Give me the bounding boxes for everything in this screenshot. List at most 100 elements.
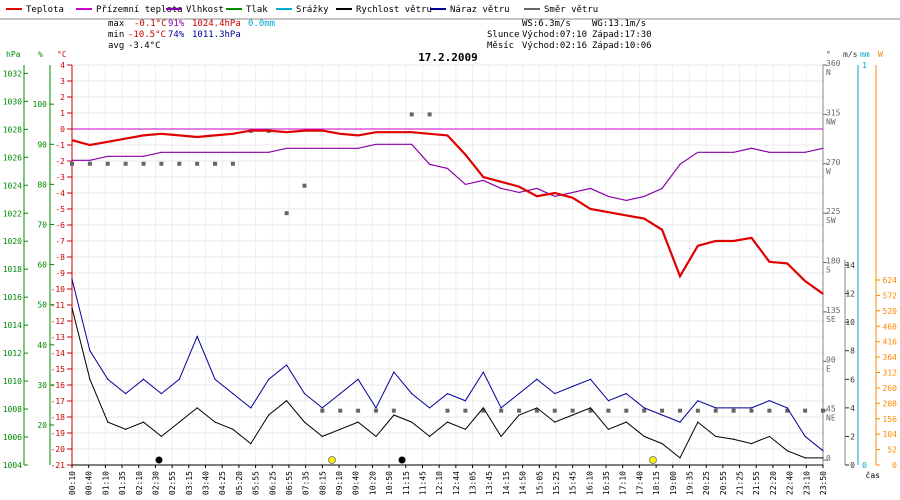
series-wind-speed-point-37 bbox=[732, 438, 735, 440]
series-temperature-point-4 bbox=[142, 134, 145, 136]
wind-speed-info: WS:6.3m/s bbox=[522, 19, 571, 29]
series-wind-gust-point-14 bbox=[321, 407, 323, 409]
series-wind-gust-point-12 bbox=[285, 364, 288, 366]
series-wind-gust-point-1 bbox=[89, 350, 91, 352]
series-wind-speed-point-1 bbox=[89, 378, 91, 380]
tick-x-38: 20:25 bbox=[702, 471, 711, 495]
series-humidity-point-22 bbox=[464, 183, 466, 185]
series-temperature-point-32 bbox=[643, 218, 645, 220]
tick-celsius-6: -2 bbox=[55, 157, 65, 166]
series-wind-gust-point-23 bbox=[482, 371, 484, 373]
wind-direction-mark-16 bbox=[356, 408, 361, 413]
x-axis: 00:10 00:40 01:10 01:35 02:10 02:30 02:55 03:15… bbox=[68, 464, 880, 495]
series-wind-gust-point-39 bbox=[768, 400, 770, 402]
series-humidity-point-1 bbox=[89, 159, 91, 161]
stat-rain: 0.0mm bbox=[248, 19, 275, 29]
tick-celsius-5: -1 bbox=[55, 141, 65, 150]
tick-dir-name-2: W bbox=[826, 167, 831, 176]
tick-celsius-2: 2 bbox=[60, 93, 65, 102]
stat-min-pressure: 1011.3hPa bbox=[192, 30, 241, 40]
tick-dir-name-7: NE bbox=[826, 414, 836, 423]
series-wind-speed-point-34 bbox=[679, 457, 681, 459]
wind-direction-mark-14 bbox=[320, 408, 325, 413]
wind-direction-mark-6 bbox=[177, 161, 182, 166]
series-temperature-point-6 bbox=[178, 134, 180, 136]
wind-direction-mark-31 bbox=[624, 408, 629, 413]
tick-x-14: 07:35 bbox=[302, 471, 311, 495]
series-temperature-point-29 bbox=[589, 208, 592, 210]
tick-hpa-14: 1032 bbox=[3, 69, 22, 78]
tick-rain-0: 1 bbox=[862, 61, 867, 70]
series-wind-gust-point-2 bbox=[107, 378, 109, 380]
wind-direction-mark-30 bbox=[606, 408, 611, 413]
tick-percent-7: 90 bbox=[37, 140, 47, 149]
series-wind-gust-point-25 bbox=[518, 392, 520, 395]
series-marks bbox=[70, 112, 825, 464]
series-temperature-point-21 bbox=[446, 134, 449, 136]
series-wind-gust-point-17 bbox=[375, 407, 377, 409]
sunrise: Východ:07:10 bbox=[522, 30, 587, 40]
series-temperature-point-9 bbox=[232, 133, 234, 135]
wind-direction-mark-42 bbox=[821, 408, 825, 413]
series-temperature-point-40 bbox=[786, 262, 788, 264]
moonset: Západ:10:06 bbox=[592, 41, 652, 51]
series-humidity-point-12 bbox=[285, 147, 288, 149]
legend-label-0: Teplota bbox=[26, 5, 64, 15]
series-wind-speed-group bbox=[71, 307, 824, 459]
series-temperature-point-42 bbox=[822, 293, 824, 295]
wind-direction-mark-5 bbox=[159, 161, 164, 166]
tick-hpa-4: 1012 bbox=[3, 349, 22, 358]
wind-direction-mark-17 bbox=[373, 408, 378, 413]
wind-direction-mark-38 bbox=[749, 408, 754, 413]
wind-direction-mark-2 bbox=[105, 161, 110, 166]
series-temperature-point-15 bbox=[339, 133, 341, 135]
axis-celsius-title: °C bbox=[57, 50, 67, 59]
stat-max-pressure: 1024.4hPa bbox=[192, 19, 241, 29]
tick-dir-deg-4: 180 bbox=[826, 257, 841, 266]
legend: Teplota Přízemní teplota Vlhkost Tlak Srážky… bbox=[0, 5, 900, 20]
series-wind-speed-point-22 bbox=[464, 428, 466, 430]
series-humidity-point-13 bbox=[303, 147, 306, 149]
svg-text:max: max bbox=[108, 19, 125, 29]
series-wind-gust-point-26 bbox=[536, 378, 538, 380]
wind-direction-mark-15 bbox=[338, 408, 343, 413]
series-temperature-point-3 bbox=[125, 138, 127, 140]
series-humidity-point-15 bbox=[339, 147, 341, 149]
tick-celsius-0: 4 bbox=[60, 61, 65, 70]
tick-dir-deg-5: 135 bbox=[826, 306, 841, 315]
tick-solar-10: 104 bbox=[883, 430, 898, 439]
tick-dir-deg-0: 360 bbox=[826, 59, 841, 68]
tick-percent-0: 20 bbox=[37, 421, 47, 430]
series-wind-speed-point-42 bbox=[822, 457, 824, 459]
tick-celsius-4: 0 bbox=[60, 125, 65, 134]
axis-percent-title: % bbox=[38, 50, 43, 59]
series-wind-speed-point-28 bbox=[572, 414, 574, 416]
series-temperature-point-8 bbox=[214, 134, 216, 136]
series-wind-gust-point-36 bbox=[715, 407, 717, 409]
series-wind-gust-point-11 bbox=[268, 378, 270, 380]
tick-solar-12: 0 bbox=[892, 461, 897, 470]
tick-dir-deg-2: 270 bbox=[826, 158, 841, 167]
sunset: Západ:17:30 bbox=[592, 30, 652, 40]
wind-direction-mark-8 bbox=[213, 161, 218, 166]
series-humidity-point-17 bbox=[375, 143, 377, 145]
tick-x-30: 15:45 bbox=[569, 471, 578, 495]
legend-label-6: Náraz větru bbox=[450, 5, 510, 15]
tick-solar-1: 572 bbox=[883, 291, 898, 300]
series-temperature-point-37 bbox=[732, 240, 735, 242]
series-temperature-point-28 bbox=[572, 197, 574, 199]
chart-title: 17.2.2009 bbox=[418, 51, 478, 64]
series-humidity-point-26 bbox=[536, 187, 538, 190]
series-temperature-point-18 bbox=[393, 131, 395, 133]
tick-percent-8: 100 bbox=[33, 100, 48, 109]
series-humidity-point-42 bbox=[822, 147, 824, 149]
series-wind-gust-point-10 bbox=[250, 407, 252, 409]
wind-direction-mark-0 bbox=[70, 161, 74, 166]
sunset-icon bbox=[649, 456, 657, 464]
tick-x-45: 23:50 bbox=[819, 471, 828, 495]
tick-x-24: 13:05 bbox=[469, 471, 478, 495]
series-wind-speed-point-11 bbox=[268, 414, 270, 416]
tick-x-11: 05:55 bbox=[252, 471, 261, 495]
series-temperature-point-16 bbox=[357, 134, 359, 136]
